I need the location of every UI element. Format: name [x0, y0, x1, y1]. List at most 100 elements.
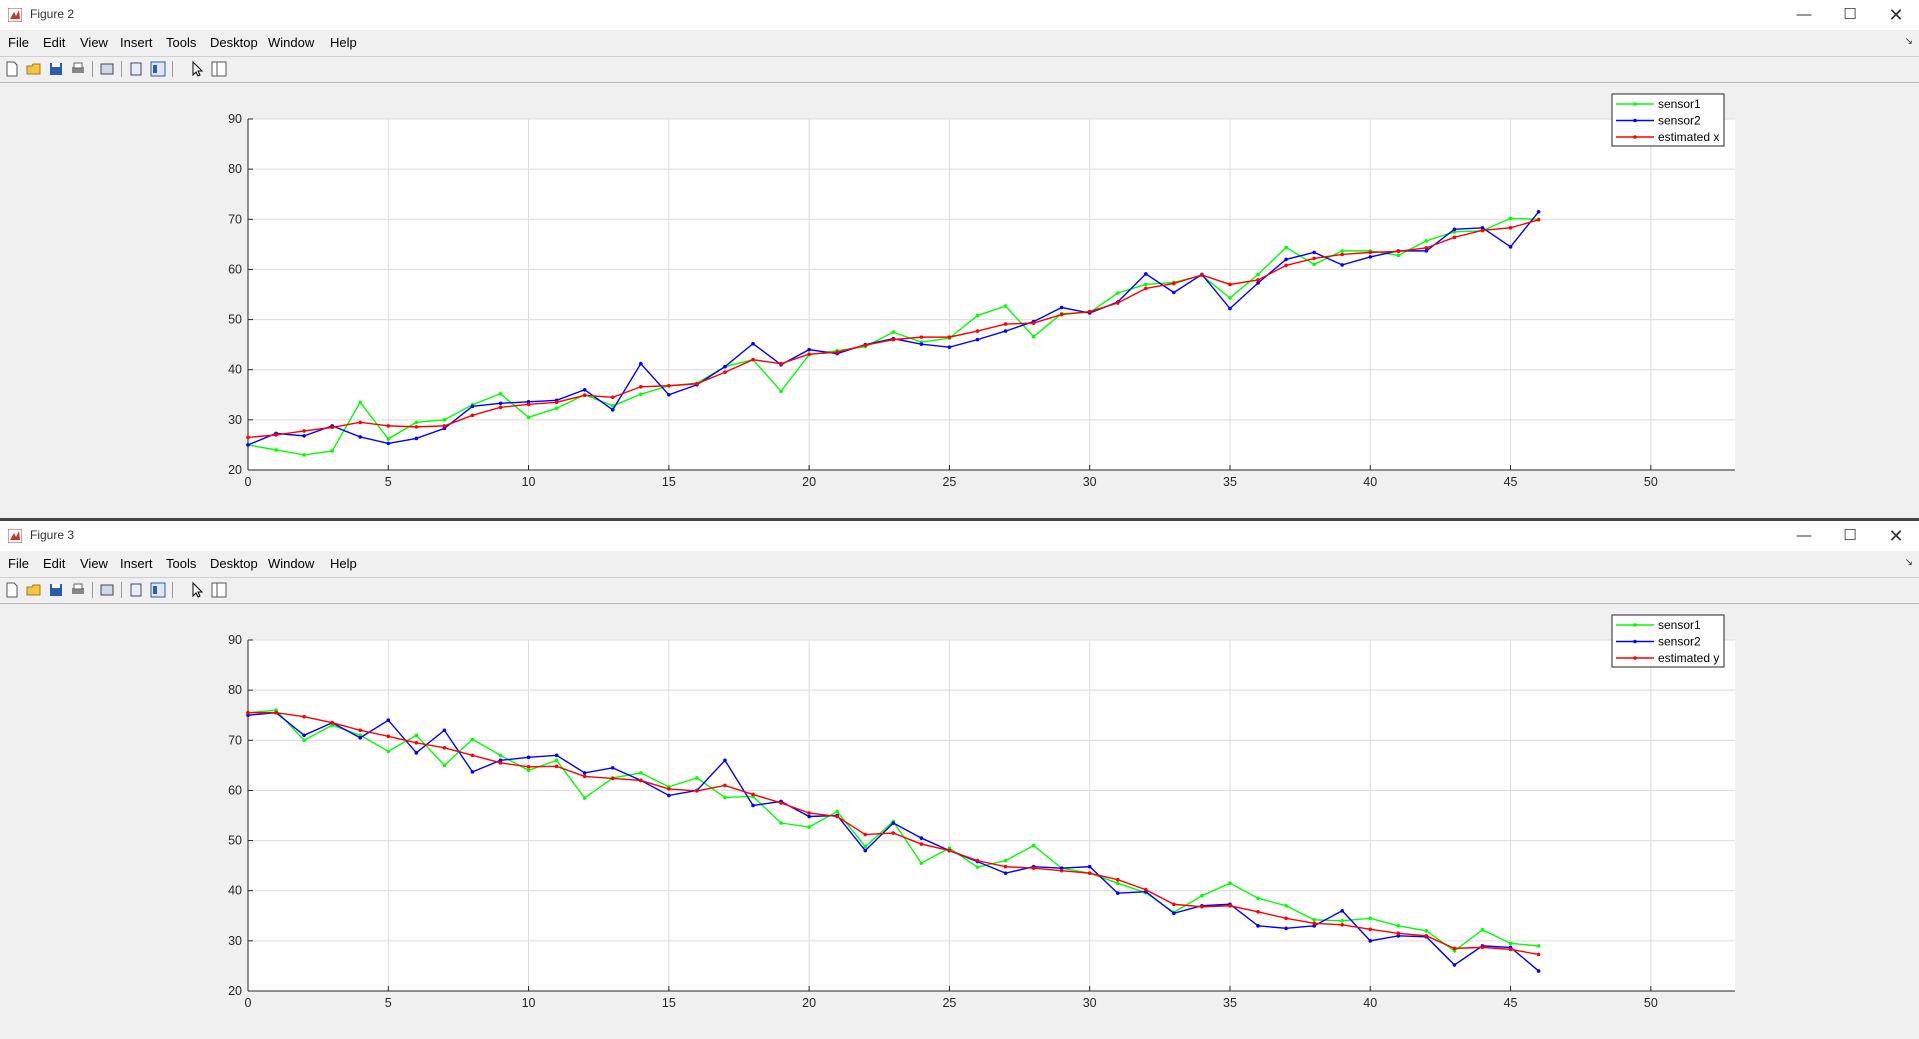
data-point [1536, 969, 1541, 973]
data-point [554, 764, 559, 769]
close-icon[interactable]: ✕ [1888, 5, 1904, 25]
data-point [751, 792, 755, 797]
data-point [975, 329, 980, 333]
data-point [723, 783, 727, 788]
legend[interactable]: sensor1 sensor2 estimated y [1611, 614, 1725, 668]
menu-view[interactable]: View [80, 556, 108, 571]
y-tick-label: 40 [228, 884, 242, 898]
menu-file[interactable]: File [8, 35, 29, 50]
minimize-icon[interactable]: — [1796, 527, 1812, 544]
data-point [863, 832, 868, 837]
data-point [779, 389, 783, 394]
property-inspector-icon[interactable] [210, 581, 228, 599]
menu-desktop[interactable]: Desktop [210, 35, 258, 50]
x-tick-label: 20 [802, 475, 816, 489]
data-point [1312, 250, 1316, 255]
hide-plot-tools-icon[interactable] [127, 60, 145, 78]
menu-insert[interactable]: Insert [120, 556, 153, 571]
data-point [1312, 924, 1316, 928]
link-plot-icon[interactable] [98, 60, 116, 78]
data-point [1508, 226, 1513, 230]
print-icon[interactable] [69, 60, 87, 78]
menu-desktop[interactable]: Desktop [210, 556, 258, 571]
title-bar[interactable]: Figure 2 — ☐ ✕ [0, 0, 1919, 30]
save-icon[interactable] [47, 60, 65, 78]
menu-window[interactable]: Window [268, 556, 315, 571]
data-point [1368, 255, 1373, 259]
menu-tools[interactable]: Tools [166, 556, 197, 571]
minimize-icon[interactable]: — [1796, 6, 1812, 23]
menu-window[interactable]: Window [268, 35, 315, 50]
title-bar[interactable]: Figure 3 — ☐ ✕ [0, 521, 1919, 551]
data-point [1059, 866, 1064, 870]
data-point [779, 821, 783, 825]
data-point [835, 809, 839, 814]
menu-edit[interactable]: Edit [43, 35, 66, 50]
data-point [1396, 249, 1401, 254]
data-point [302, 714, 306, 719]
legend-label: sensor2 [1658, 635, 1701, 649]
menu-bar: File Edit View Insert Tools Desktop Wind… [0, 553, 1919, 575]
data-point [891, 821, 896, 825]
data-point [246, 443, 250, 447]
dock-arrow-icon[interactable]: ↘ [1904, 557, 1913, 568]
data-point [667, 392, 671, 397]
open-folder-icon[interactable] [25, 581, 43, 599]
data-point [1340, 263, 1345, 267]
show-plot-tools-icon[interactable] [149, 60, 167, 78]
menu-edit[interactable]: Edit [43, 556, 66, 571]
data-point [1368, 939, 1373, 943]
data-point [1144, 282, 1148, 287]
new-file-icon[interactable] [3, 60, 21, 78]
dock-arrow-icon[interactable]: ↘ [1904, 36, 1913, 47]
data-point [947, 345, 952, 349]
close-icon[interactable]: ✕ [1888, 526, 1904, 546]
hide-plot-tools-icon[interactable] [127, 581, 145, 599]
data-point [1228, 306, 1232, 311]
data-point [526, 415, 531, 420]
save-icon[interactable] [47, 581, 65, 599]
data-point [246, 710, 250, 715]
link-plot-icon[interactable] [98, 581, 116, 599]
data-point [1536, 952, 1541, 957]
new-file-icon[interactable] [3, 581, 21, 599]
x-tick-label: 45 [1504, 475, 1518, 489]
x-tick-label: 0 [245, 996, 252, 1010]
data-point [1200, 273, 1204, 277]
data-point [1312, 917, 1316, 922]
data-point [1172, 902, 1176, 907]
y-tick-label: 30 [228, 934, 242, 948]
legend[interactable]: sensor1 sensor2 estimated x [1611, 93, 1725, 147]
menu-help[interactable]: Help [330, 556, 357, 571]
print-icon[interactable] [69, 581, 87, 599]
show-plot-tools-icon[interactable] [149, 581, 167, 599]
maximize-icon[interactable]: ☐ [1843, 6, 1857, 23]
data-point [919, 335, 924, 339]
data-point [1172, 290, 1176, 295]
x-tick-label: 10 [522, 475, 536, 489]
line-chart[interactable]: 0 5 10 15 20 25 30 35 40 45 50 20 30 40 50 60 70 80 90 sens… [0, 604, 1919, 1039]
menu-help[interactable]: Help [330, 35, 357, 50]
data-point [358, 400, 363, 405]
data-point [723, 364, 727, 369]
data-point [751, 803, 755, 808]
maximize-icon[interactable]: ☐ [1843, 527, 1857, 544]
edit-plot-cursor-icon[interactable] [188, 581, 206, 599]
data-point [807, 811, 811, 815]
menu-view[interactable]: View [80, 35, 108, 50]
line-chart[interactable]: 0 5 10 15 20 25 30 35 40 45 50 20 30 40 50 60 70 80 90 sens… [0, 83, 1919, 518]
property-inspector-icon[interactable] [210, 60, 228, 78]
data-point [751, 341, 755, 346]
menu-file[interactable]: File [8, 556, 29, 571]
data-point [246, 435, 250, 440]
data-point [1256, 281, 1260, 285]
menu-tools[interactable]: Tools [166, 35, 197, 50]
y-tick-label: 90 [228, 112, 242, 126]
open-folder-icon[interactable] [25, 60, 43, 78]
data-point [414, 436, 419, 441]
data-point [442, 746, 447, 750]
edit-plot-cursor-icon[interactable] [188, 60, 206, 78]
menu-insert[interactable]: Insert [120, 35, 153, 50]
data-point [302, 738, 306, 743]
data-point [1452, 946, 1457, 951]
